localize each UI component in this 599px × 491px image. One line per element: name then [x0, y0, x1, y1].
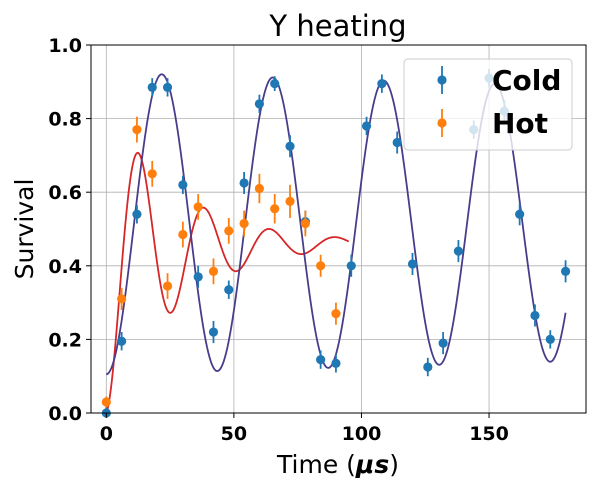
hot-data-point: [239, 218, 249, 229]
cold-data-point: [377, 79, 387, 89]
cold-data-point: [132, 209, 142, 219]
hot-data-point: [162, 281, 173, 291]
hot-fit-line: [105, 151, 350, 414]
x-axis-label: Time (μs): [276, 450, 399, 479]
x-tick-label: 100: [342, 423, 382, 445]
axes: [86, 44, 587, 418]
cold-data-point: [453, 246, 464, 256]
hot-data-point: [101, 397, 111, 407]
x-tick-label: 0: [100, 423, 113, 445]
hot-data-point: [178, 229, 188, 240]
y-tick-label: 0.6: [48, 182, 82, 204]
cold-data-point: [117, 336, 127, 346]
plot-frame: [90, 44, 587, 414]
cold-data-point: [530, 310, 540, 321]
x-tick-label: 50: [221, 423, 247, 445]
legend: Cold Hot: [403, 58, 573, 151]
cold-data-point: [239, 178, 249, 188]
legend-cold-marker: [437, 75, 447, 85]
cold-data-point: [285, 141, 295, 151]
legend-entries: Cold Hot: [437, 64, 561, 140]
cold-data-point: [423, 362, 433, 372]
cold-data-point: [316, 355, 326, 365]
cold-data-point: [193, 272, 203, 282]
y-tick-label: 0.2: [48, 329, 82, 351]
legend-hot-marker: [437, 118, 447, 128]
hot-data-point: [117, 294, 127, 304]
hot-data-point: [224, 226, 234, 236]
cold-data-point: [407, 259, 418, 269]
hot-data-point: [132, 125, 142, 135]
cold-data-point: [162, 82, 173, 92]
hot-data-point: [300, 218, 310, 229]
cold-data-point: [270, 79, 280, 89]
cold-data-point: [361, 121, 372, 131]
cold-data-point: [208, 327, 219, 337]
y-tick-label: 0.0: [48, 403, 82, 425]
cold-data-point: [346, 261, 356, 271]
y-axis-label: Survival: [10, 179, 39, 280]
hot-data-point: [285, 196, 295, 206]
cold-data-point: [224, 285, 234, 295]
x-axis-label-suffix: ): [389, 450, 399, 479]
cold-data-point: [147, 82, 157, 92]
hot-data-point: [331, 309, 341, 319]
cold-data-point: [545, 334, 555, 344]
chart-title: Y heating: [268, 9, 406, 43]
legend-cold-label: Cold: [492, 64, 561, 97]
y-tick-label: 0.8: [48, 109, 82, 131]
cold-data-point: [254, 99, 265, 109]
y-tick-label: 1.0: [48, 35, 82, 57]
x-tick-label: 150: [469, 423, 509, 445]
x-axis-label-prefix: Time (: [276, 450, 356, 479]
cold-data-point: [331, 358, 341, 368]
tick-labels: 0 50 100 150 0.0 0.2 0.4 0.6 0.8 1.0: [48, 35, 509, 445]
x-axis-label-symbol: μs: [355, 450, 389, 479]
hot-data-point: [193, 202, 203, 212]
cold-data-point: [178, 180, 188, 190]
cold-data-point: [438, 338, 448, 348]
cold-data-point: [392, 137, 402, 148]
hot-data-point: [316, 261, 326, 271]
y-tick-label: 0.4: [48, 256, 82, 278]
hot-data-point: [270, 204, 280, 214]
cold-data-point: [515, 209, 525, 219]
cold-data-point: [560, 266, 571, 276]
legend-hot-label: Hot: [492, 107, 548, 140]
hot-data-point: [147, 169, 157, 179]
hot-data-point: [254, 183, 265, 194]
hot-data-point: [208, 266, 219, 276]
